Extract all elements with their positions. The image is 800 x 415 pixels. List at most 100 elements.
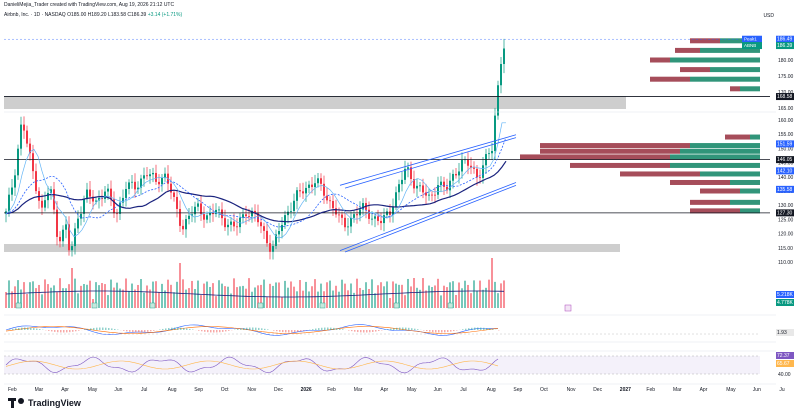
chart-canvas[interactable]: 185.00180.00175.00170.00165.00160.00155.… [0, 0, 800, 396]
price-tag-bg [776, 185, 794, 193]
macd-histogram-bar [324, 327, 326, 330]
macd-histogram-bar [90, 328, 92, 330]
candle-body [245, 214, 247, 217]
volume-bar [158, 292, 160, 308]
earnings-marker-icon [15, 302, 22, 309]
macd-histogram-bar [12, 328, 14, 330]
volume-bar [74, 278, 76, 308]
macd-histogram-bar [54, 330, 56, 332]
resistance-zone [4, 96, 626, 109]
volume-bar [392, 281, 394, 308]
time-axis-label: Jun [434, 387, 442, 393]
volume-ma-line [5, 290, 505, 298]
volume-bar [122, 289, 124, 308]
macd-histogram-bar [111, 328, 113, 330]
volume-bar [314, 279, 316, 308]
macd-histogram-bar [447, 330, 449, 333]
volume-bar [389, 298, 391, 308]
footer-bar [0, 396, 800, 415]
macd-histogram-bar [372, 330, 374, 332]
time-axis-label: Mar [673, 387, 682, 393]
macd-histogram-bar [168, 327, 170, 330]
candle-body [362, 203, 364, 210]
macd-histogram-bar [126, 330, 128, 332]
candle-body [50, 189, 52, 193]
volume-bar [68, 284, 70, 308]
candle-body [392, 206, 394, 215]
candle-body [320, 178, 322, 184]
candle-body [8, 194, 10, 212]
time-axis-label: Mar [354, 387, 363, 393]
volume-profile-up-bar [730, 179, 760, 185]
volume-bar [119, 288, 121, 308]
volume-bar [164, 290, 166, 308]
macd-histogram-bar [33, 328, 35, 330]
macd-histogram-bar [150, 330, 152, 332]
volume-bar [185, 289, 187, 308]
candle-body [47, 192, 49, 201]
tradingview-logo[interactable]: TradingView [8, 398, 81, 408]
volume-bar [101, 283, 103, 308]
candle-body [356, 214, 358, 216]
indicator-tag-bg [776, 352, 794, 359]
volume-bar [65, 288, 67, 308]
candle-body [308, 184, 310, 188]
macd-histogram-bar [48, 330, 50, 331]
volume-bar [140, 279, 142, 308]
candle-body [338, 214, 340, 216]
candle-body [314, 183, 316, 188]
volume-profile-down-bar [670, 179, 730, 185]
volume-bar [209, 286, 211, 308]
volume-bar [14, 286, 16, 308]
macd-histogram-bar [402, 327, 404, 330]
candle-body [224, 218, 226, 228]
price-tag-value: 146.05 [777, 157, 793, 163]
candle-body [434, 194, 436, 196]
macd-histogram-bar [408, 327, 410, 330]
symbol-header: Airbnb, Inc. · 1D · NASDAQ O185.00 H189.… [4, 12, 182, 18]
macd-histogram-bar [450, 330, 452, 332]
candle-body [233, 221, 235, 227]
macd-histogram-bar [225, 330, 227, 332]
macd-histogram-bar [492, 329, 494, 330]
volume-profile-down-bar [540, 148, 680, 154]
macd-histogram-bar [36, 328, 38, 330]
volume-bar [236, 287, 238, 308]
macd-histogram-bar [396, 327, 398, 330]
price-tag-label: ABNB [744, 43, 756, 48]
macd-histogram-bar [141, 330, 143, 333]
macd-histogram-bar [351, 330, 353, 332]
candle-body [290, 211, 292, 212]
moving-average-100 [5, 137, 507, 228]
macd-histogram-bar [348, 330, 350, 331]
volume-bar [362, 289, 364, 308]
time-axis-label: Feb [646, 387, 655, 393]
candle-body [341, 214, 343, 218]
volume-bar [89, 280, 91, 308]
macd-histogram-bar [267, 329, 269, 330]
volume-bar [269, 283, 271, 308]
symbol-name[interactable]: Airbnb, Inc. · 1D · NASDAQ [4, 12, 66, 18]
volume-profile-up-bar [720, 38, 760, 44]
candle-body [299, 190, 301, 192]
macd-histogram-bar [243, 328, 245, 330]
volume-bar [146, 285, 148, 308]
time-axis-label: Sep [194, 387, 203, 393]
candle-body [251, 210, 253, 217]
macd-histogram-bar [417, 329, 419, 330]
ohlc-values: O185.00 H189.20 L183.58 C186.39 [67, 12, 147, 18]
volume-bar [413, 278, 415, 308]
volume-bar [278, 282, 280, 308]
volume-bar [419, 289, 421, 308]
candle-body [269, 243, 271, 252]
macd-histogram-bar [444, 330, 446, 333]
macd-histogram-bar [387, 329, 389, 330]
price-tag-bg [776, 167, 794, 175]
volume-bar [458, 282, 460, 308]
candle-body [98, 197, 100, 201]
earnings-marker-icon [319, 302, 326, 309]
candle-body [284, 215, 286, 225]
volume-bar [137, 284, 139, 308]
macd-histogram-bar [357, 330, 359, 333]
